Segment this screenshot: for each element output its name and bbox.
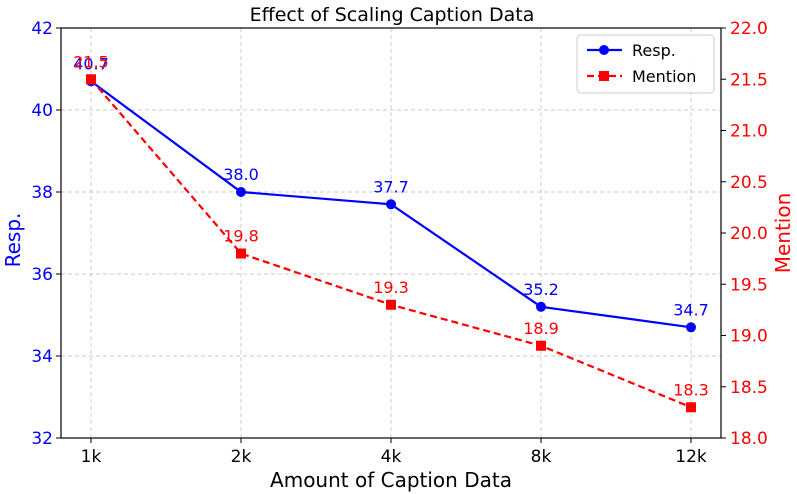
y-axis-right-label: Mention <box>771 193 795 274</box>
y-right-tick-label: 21.5 <box>730 70 768 90</box>
y-left-tick-label: 42 <box>31 19 53 39</box>
y-left-tick-label: 34 <box>31 347 53 367</box>
y-axis-left-label: Resp. <box>1 213 25 268</box>
legend-marker <box>599 45 609 55</box>
y-left-tick-label: 32 <box>31 429 53 449</box>
x-axis-label: Amount of Caption Data <box>270 468 512 492</box>
y-left-tick-label: 36 <box>31 265 53 285</box>
y-left-tick-label: 38 <box>31 183 53 203</box>
y-right-tick-label: 18.0 <box>730 429 768 449</box>
x-tick-label: 2k <box>231 447 252 467</box>
y-left-tick-label: 40 <box>31 101 53 121</box>
data-point <box>236 187 246 197</box>
data-point <box>86 74 96 85</box>
data-point <box>236 248 246 259</box>
legend: Resp. Mention <box>576 34 715 94</box>
x-tick-label: 12k <box>675 447 707 467</box>
data-label: 37.7 <box>373 177 409 196</box>
y-right-tick-label: 22.0 <box>730 19 768 39</box>
y-right-tick-label: 19.5 <box>730 275 768 295</box>
data-point <box>386 199 396 210</box>
data-label: 19.3 <box>373 278 409 297</box>
data-label: 21.5 <box>73 52 109 71</box>
x-tick-label: 1k <box>81 447 102 467</box>
y-right-tick-label: 20.5 <box>730 173 768 193</box>
legend-label: Resp. <box>632 41 676 60</box>
data-point <box>536 340 546 351</box>
data-point <box>386 299 396 310</box>
data-label: 34.7 <box>673 300 709 319</box>
data-point <box>686 402 696 413</box>
y-right-tick-label: 18.5 <box>730 378 768 398</box>
data-point <box>536 301 546 312</box>
legend-marker <box>599 71 609 81</box>
y-right-tick-label: 21.0 <box>730 122 768 142</box>
legend-label: Mention <box>632 67 696 86</box>
data-label: 18.9 <box>523 319 559 338</box>
x-tick-label: 8k <box>531 447 552 467</box>
data-label: 38.0 <box>223 165 259 184</box>
data-label: 35.2 <box>523 280 559 299</box>
grid <box>61 28 721 438</box>
axes: 1k 2k 4k 8k 12k 32 34 36 38 40 42 18.0 18.5 19.0 19.5 2… <box>31 19 768 467</box>
data-label: 19.8 <box>223 227 259 246</box>
x-tick-label: 4k <box>381 447 402 467</box>
y-right-tick-label: 20.0 <box>730 224 768 244</box>
data-point <box>686 322 696 333</box>
data-label: 40.7 <box>73 54 109 73</box>
data-label: 18.3 <box>673 380 709 399</box>
y-right-tick-label: 19.0 <box>730 327 768 347</box>
chart-title: Effect of Scaling Caption Data <box>250 4 535 26</box>
series-layer: 40.7 38.0 37.7 35.2 34.7 21.5 19.8 19.3 18.9 18.3 <box>73 52 709 413</box>
